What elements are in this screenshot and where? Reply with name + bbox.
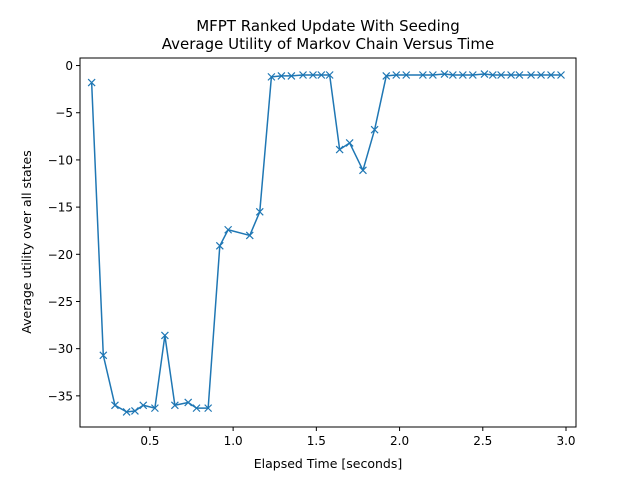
- data-point-17: [277, 72, 286, 80]
- data-point-20: [309, 71, 317, 79]
- data-point-2: [111, 401, 119, 410]
- chart-title-line-2: Average Utility of Markov Chain Versus T…: [162, 35, 494, 53]
- x-tick-label-2: 1.5: [307, 434, 326, 448]
- series-line-0: [90, 73, 562, 413]
- y-tick-label-4: −20: [48, 248, 73, 262]
- y-tick-label-3: −15: [48, 201, 73, 215]
- data-point-22: [325, 71, 334, 79]
- data-point-33: [448, 71, 457, 79]
- data-point-5: [139, 401, 148, 410]
- data-point-39: [507, 71, 516, 79]
- data-point-30: [418, 71, 427, 79]
- data-point-32: [440, 70, 449, 78]
- data-point-29: [402, 71, 411, 79]
- data-point-0: [87, 78, 96, 87]
- x-tick-label-4: 2.5: [473, 434, 492, 448]
- data-point-34: [458, 71, 467, 79]
- data-point-31: [428, 71, 437, 79]
- data-point-37: [488, 71, 497, 79]
- data-point-6: [150, 404, 159, 413]
- y-tick-label-7: −35: [48, 389, 73, 403]
- data-point-11: [204, 404, 213, 413]
- data-point-41: [527, 71, 535, 79]
- data-point-1: [99, 351, 108, 360]
- y-tick-label-2: −10: [48, 153, 73, 167]
- x-tick-label-0: 0.5: [140, 434, 159, 448]
- x-tick-label-5: 3.0: [556, 434, 575, 448]
- data-point-14: [245, 231, 254, 240]
- data-point-26: [370, 125, 379, 134]
- y-tick-label-6: −30: [48, 342, 73, 356]
- data-point-19: [299, 71, 307, 79]
- data-point-3: [122, 407, 131, 416]
- data-point-16: [267, 72, 276, 81]
- x-axis-label: Elapsed Time [seconds]: [254, 456, 403, 471]
- data-point-21: [317, 71, 326, 79]
- y-tick-label-1: −5: [55, 106, 73, 120]
- data-point-8: [170, 401, 179, 410]
- data-point-18: [287, 72, 296, 80]
- y-axis-label: Average utility over all states: [19, 150, 34, 333]
- data-point-35: [468, 71, 477, 79]
- y-tick-label-5: −25: [48, 295, 73, 309]
- data-point-42: [537, 71, 545, 79]
- data-point-38: [497, 71, 506, 79]
- data-point-25: [359, 166, 367, 175]
- x-tick-label-3: 2.0: [390, 434, 409, 448]
- data-point-40: [515, 71, 524, 79]
- data-point-44: [557, 71, 565, 79]
- data-point-43: [547, 71, 555, 79]
- data-point-7: [160, 331, 169, 340]
- data-point-9: [184, 398, 193, 407]
- data-point-10: [192, 404, 201, 413]
- data-point-28: [392, 71, 401, 79]
- data-point-24: [345, 139, 354, 147]
- chart-title-line-1: MFPT Ranked Update With Seeding: [196, 17, 460, 35]
- y-tick-label-0: 0: [65, 59, 73, 73]
- x-tick-label-1: 1.0: [224, 434, 243, 448]
- data-point-23: [335, 145, 344, 154]
- plot-area: [87, 70, 565, 416]
- data-point-15: [255, 207, 264, 216]
- data-point-4: [131, 407, 139, 415]
- data-point-13: [224, 225, 233, 234]
- data-point-12: [215, 241, 224, 250]
- data-point-36: [480, 70, 489, 78]
- plot-frame: [79, 57, 577, 428]
- data-point-27: [382, 72, 391, 80]
